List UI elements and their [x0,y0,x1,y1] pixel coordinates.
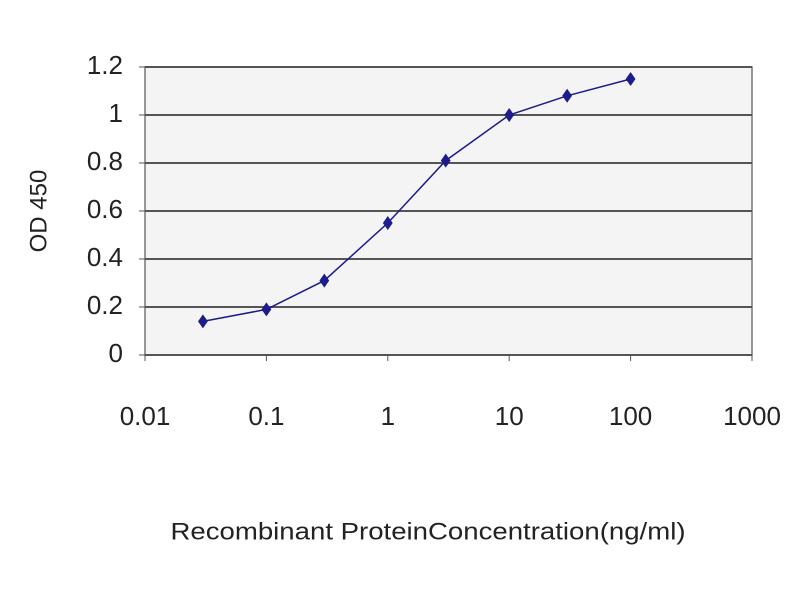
marker [504,108,515,122]
marker [562,88,573,103]
y-tick-label: 0.2 [87,290,123,320]
y-tick-label: 0.6 [87,194,123,224]
y-tick-label: 0.4 [87,242,123,272]
x-tick-label: 10 [495,401,524,431]
y-tick-label: 0 [109,338,123,368]
marker [440,153,451,168]
marker [382,216,393,230]
y-tick-label: 0.8 [87,146,123,176]
y-axis-title: OD 450 [25,170,52,253]
x-tick-label: 1000 [723,401,781,431]
x-axis-title: Recombinant ProteinConcentration(ng/ml) [171,518,686,545]
y-tick-label: 1.2 [87,50,123,80]
marker [198,314,208,329]
x-tick-label: 1 [381,401,395,431]
x-tick-label: 100 [609,401,652,431]
x-tick-label: 0.01 [120,401,171,431]
series-line [202,78,631,323]
x-tick-label: 0.1 [248,401,284,431]
marker [319,273,330,288]
marker [261,302,272,317]
marker [625,72,636,86]
y-tick-label: 1 [109,98,123,128]
